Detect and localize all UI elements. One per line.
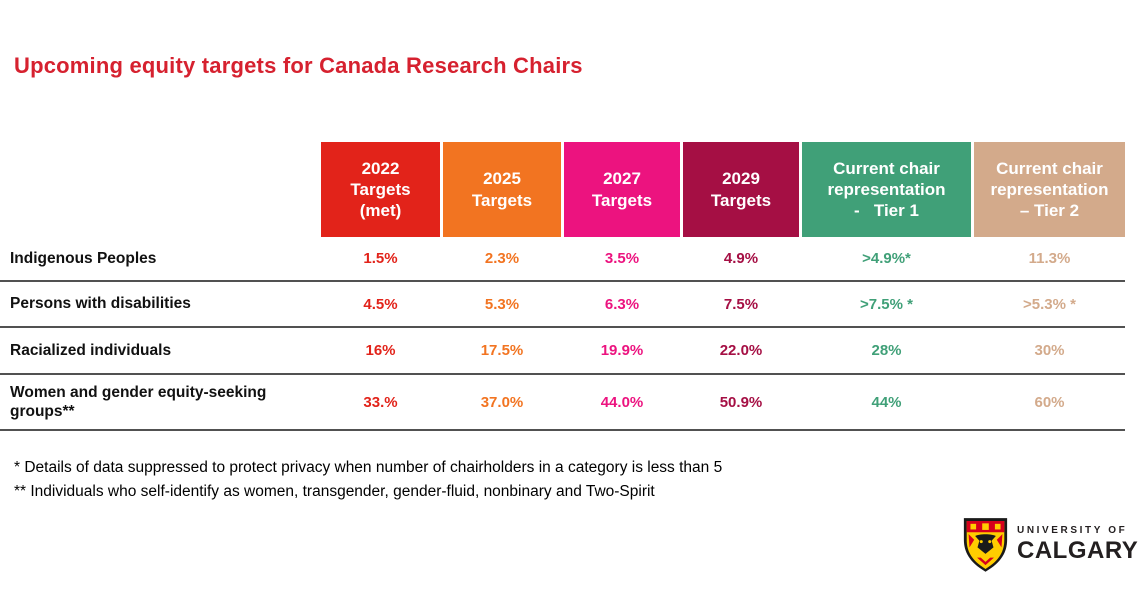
column-header-2025-targets: 2025 Targets	[443, 142, 561, 237]
value-cell: 2.3%	[484, 250, 520, 267]
footnote-self-identify: ** Individuals who self-identify as wome…	[14, 483, 655, 500]
row-label: Persons with disabilities	[10, 295, 191, 313]
table-row-racialized-individuals: Racialized individuals 16% 17.5% 19.9% 2…	[0, 328, 1125, 375]
row-label: Women and gender equity-seeking groups**	[10, 383, 267, 420]
value-cell: 4.9%	[723, 250, 759, 267]
column-header-2027-targets: 2027 Targets	[564, 142, 680, 237]
value-cell: 3.5%	[604, 250, 640, 267]
value-cell: 33.%	[363, 393, 398, 411]
value-cell: 7.5%	[723, 295, 759, 313]
value-cell: 17.5%	[480, 342, 524, 359]
value-cell: 11.3%	[1028, 250, 1071, 267]
table-row-persons-with-disabilities: Persons with disabilities 4.5% 5.3% 6.3%…	[0, 282, 1125, 328]
table-row-women-gender-equity-seeking: Women and gender equity-seeking groups**…	[0, 375, 1125, 431]
column-header-current-tier1: Current chair representation - Tier 1	[802, 142, 971, 237]
footnotes: * Details of data suppressed to protect …	[14, 456, 722, 504]
equity-targets-table: 2022 Targets (met) 2025 Targets 2027 Tar…	[0, 142, 1125, 431]
value-cell: >4.9%*	[862, 250, 911, 267]
wordmark-calgary: CALGARY	[1017, 536, 1139, 564]
value-cell: 19.9%	[600, 342, 644, 359]
row-label: Indigenous Peoples	[10, 249, 157, 267]
value-cell: 50.9%	[719, 393, 763, 411]
value-cell: 60%	[1034, 393, 1065, 411]
value-cell: 6.3%	[604, 295, 640, 313]
row-label: Racialized individuals	[10, 341, 172, 359]
value-cell: 5.3%	[484, 295, 520, 313]
column-header-current-tier2: Current chair representation – Tier 2	[974, 142, 1125, 237]
value-cell: 1.5%	[363, 250, 398, 267]
table-row-indigenous-peoples: Indigenous Peoples 1.5% 2.3% 3.5% 4.9% >…	[0, 237, 1125, 282]
value-cell: >5.3% *	[1023, 295, 1076, 313]
header-spacer	[0, 142, 318, 237]
table-header-row: 2022 Targets (met) 2025 Targets 2027 Tar…	[0, 142, 1125, 237]
value-cell: 44%	[871, 393, 902, 411]
value-cell: 22.0%	[719, 342, 763, 359]
page-title: Upcoming equity targets for Canada Resea…	[14, 53, 583, 78]
value-cell: >7.5% *	[860, 295, 913, 313]
value-cell: 37.0%	[480, 393, 524, 411]
footnote-privacy: * Details of data suppressed to protect …	[14, 459, 723, 476]
column-header-2022-targets: 2022 Targets (met)	[321, 142, 440, 237]
ucalgary-crest-icon	[963, 518, 1008, 572]
value-cell: 28%	[871, 342, 902, 359]
value-cell: 44.0%	[600, 393, 644, 411]
value-cell: 16%	[365, 342, 396, 359]
value-cell: 30%	[1034, 342, 1065, 359]
value-cell: 4.5%	[363, 295, 398, 313]
ucalgary-logo: UNIVERSITY OF CALGARY	[962, 516, 1138, 573]
ucalgary-wordmark: UNIVERSITY OF CALGARY	[1017, 525, 1138, 565]
column-header-2029-targets: 2029 Targets	[683, 142, 799, 237]
wordmark-university-of: UNIVERSITY OF	[1017, 524, 1128, 536]
